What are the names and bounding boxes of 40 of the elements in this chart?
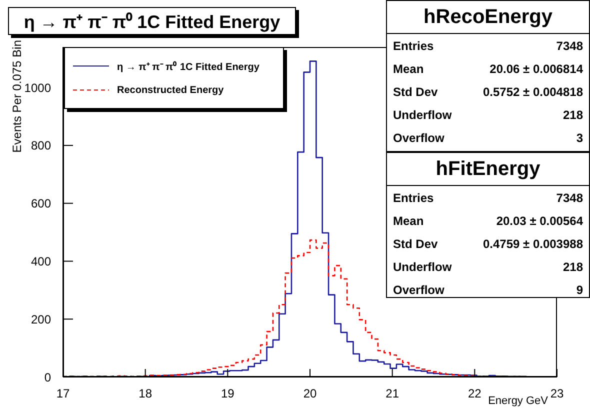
annotation: 20.06 ± 0.006814 — [490, 62, 583, 76]
y-tick-label: 800 — [30, 138, 52, 153]
x-axis-title: Energy GeV — [488, 395, 548, 408]
x-tick-label: 20 — [303, 386, 317, 401]
annotation: Overflow — [393, 130, 444, 144]
text: 9 — [576, 282, 583, 296]
annotation: 7348 — [556, 190, 583, 204]
x-tick-label: 19 — [220, 386, 235, 401]
y-tick-label: 0 — [44, 370, 52, 384]
annotation: Underflow — [393, 260, 452, 274]
x-tick-label: 21 — [386, 386, 400, 401]
annotation: Entries — [393, 38, 434, 52]
x-tick-label: 17 — [56, 386, 70, 401]
annotation: hFitEnergy — [387, 153, 589, 186]
text: 3 — [576, 130, 583, 144]
annotation: 0.5752 ± 0.004818 — [482, 84, 583, 98]
annotation: 20.03 ± 0.00564 — [496, 214, 583, 228]
y-tick-label: 200 — [30, 312, 52, 326]
text: hRecoEnergy — [387, 1, 589, 34]
annotation: Mean — [393, 214, 424, 228]
annotation: Std Dev — [393, 236, 438, 250]
annotation: 0.4759 ± 0.003988 — [482, 236, 583, 250]
y-tick-label: 400 — [30, 254, 52, 268]
y-tick-label: 1000 — [24, 80, 52, 95]
chart-title: η → π⁺ π⁻ π⁰ 1C Fitted Energy — [8, 7, 296, 35]
x-tick-label: 22 — [468, 386, 482, 401]
annotation: Overflow — [393, 282, 444, 296]
annotation: Underflow — [393, 108, 452, 122]
text: 218 — [562, 108, 583, 122]
annotation: 7348 — [556, 38, 583, 52]
legend-label: Reconstructed Energy — [117, 84, 224, 96]
x-tick-label: 23 — [550, 386, 564, 401]
y-axis-title: Events Per 0.075 Bin — [10, 40, 24, 153]
annotation: Mean — [393, 62, 424, 76]
legend-label: η → π⁺ π⁻ π⁰ 1C Fitted Energy — [117, 60, 260, 73]
text: 218 — [562, 260, 583, 274]
x-tick-label: 18 — [138, 386, 152, 401]
annotation: Entries — [393, 190, 434, 204]
annotation: Std Dev — [393, 84, 438, 98]
y-tick-label: 600 — [30, 196, 52, 211]
